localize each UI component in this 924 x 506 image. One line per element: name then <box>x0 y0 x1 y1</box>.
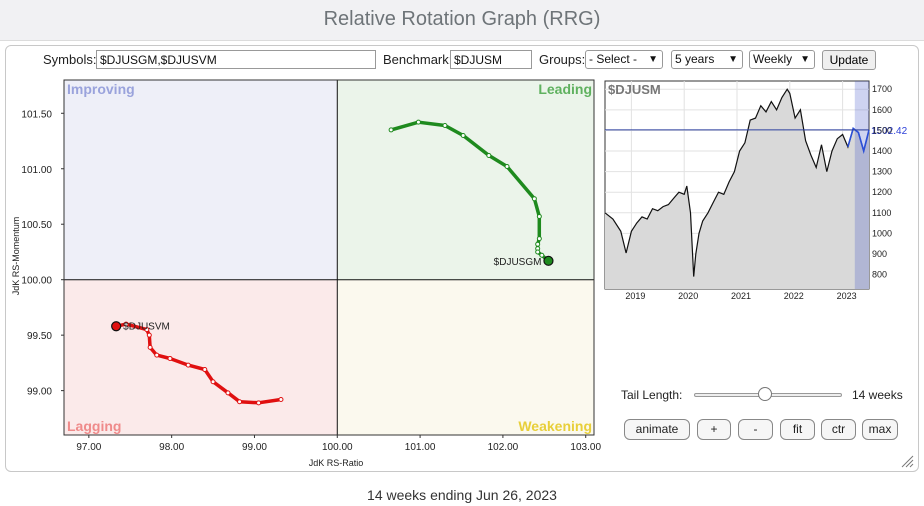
quadrant-label-weakening: Weakening <box>518 418 592 434</box>
quadrant-label-leading: Leading <box>538 81 592 97</box>
benchmark-label: Benchmark: <box>383 52 453 67</box>
series-tail-point <box>256 400 262 406</box>
y-tick-label: 101.50 <box>21 109 52 120</box>
quadrant-label-lagging: Lagging <box>67 418 121 434</box>
y-tick-label: 101.00 <box>21 165 52 176</box>
series-tail-point <box>146 332 152 338</box>
series-label: $DJUSVM <box>123 321 170 332</box>
chevron-down-icon: ▼ <box>800 54 810 65</box>
series-tail-point <box>154 352 160 358</box>
period-select[interactable]: 5 years ▼ <box>671 50 743 69</box>
quadrant-lagging <box>64 279 338 435</box>
tail-length-label: Tail Length: <box>621 388 683 402</box>
quadrant-improving <box>64 80 338 280</box>
series-tail-point <box>202 367 208 373</box>
tail-length-slider-thumb[interactable] <box>758 387 773 401</box>
benchmark-input[interactable] <box>450 50 532 69</box>
series-tail-point <box>535 241 541 247</box>
series-tail-point <box>531 196 537 202</box>
series-head-point[interactable] <box>543 255 554 266</box>
series-tail-point <box>388 127 394 133</box>
tail-length-value: 14 weeks <box>852 388 903 402</box>
series-tail-point <box>167 355 173 361</box>
frequency-select[interactable]: Weekly ▼ <box>749 50 815 69</box>
symbols-label: Symbols: <box>43 52 97 67</box>
x-tick-label: 101.00 <box>405 442 436 453</box>
animate-button[interactable]: animate <box>624 419 690 440</box>
series-tail-point <box>123 321 129 327</box>
center-button[interactable]: ctr <box>821 419 856 440</box>
y-tick-label: 100.50 <box>21 220 52 231</box>
y-tick-label: 99.50 <box>27 331 52 342</box>
chevron-down-icon: ▼ <box>728 54 738 65</box>
series-head-point[interactable] <box>111 321 122 332</box>
x-tick-label: 100.00 <box>322 442 353 453</box>
zoom-in-button[interactable]: + <box>697 419 731 440</box>
plot-frame <box>63 79 595 436</box>
series-tail-point <box>536 213 542 219</box>
symbols-input[interactable] <box>96 50 376 69</box>
series-tail-point <box>486 152 492 158</box>
max-button[interactable]: max <box>862 419 898 440</box>
groups-select-value: - Select - <box>589 52 638 66</box>
x-tick-label: 103.00 <box>570 442 601 453</box>
period-select-value: 5 years <box>675 52 715 66</box>
footer-caption: 14 weeks ending Jun 26, 2023 <box>367 487 557 503</box>
y-tick-label: 99.00 <box>27 387 52 398</box>
update-button[interactable]: Update <box>822 50 876 70</box>
series-tail-point <box>278 397 284 402</box>
groups-select[interactable]: - Select - ▼ <box>585 50 663 69</box>
chevron-down-icon: ▼ <box>648 54 658 65</box>
series-tail-point <box>535 249 541 255</box>
series-tail-point <box>237 399 243 405</box>
fit-button[interactable]: fit <box>780 419 815 440</box>
series-tail-point <box>225 390 231 396</box>
series-tail-point <box>536 236 542 242</box>
x-tick-label: 98.00 <box>159 442 184 453</box>
quadrant-label-improving: Improving <box>67 81 135 97</box>
series-tail-point <box>210 379 216 385</box>
page-title: Relative Rotation Graph (RRG) <box>0 0 924 41</box>
resize-grip-icon[interactable] <box>899 453 915 469</box>
series-tail-point <box>147 344 153 350</box>
groups-label: Groups: <box>539 52 586 67</box>
y-tick-label: 100.00 <box>21 276 52 287</box>
x-axis-label: JdK RS-Ratio <box>309 458 364 468</box>
quadrant-leading <box>337 80 594 280</box>
x-tick-label: 99.00 <box>242 442 267 453</box>
zoom-out-button[interactable]: - <box>738 419 773 440</box>
series-tail-point <box>185 362 191 368</box>
series-tail-point <box>460 132 466 138</box>
y-axis-label: JdK RS-Momentum <box>11 217 21 296</box>
series-tail-point <box>504 164 510 170</box>
series-tail-point <box>144 327 150 333</box>
quadrant-weakening <box>337 279 594 435</box>
series-tail-point <box>539 252 545 258</box>
series-tail-point <box>415 119 421 125</box>
x-tick-label: 102.00 <box>488 442 519 453</box>
series-tail-point <box>442 122 448 128</box>
series-label: $DJUSGM <box>494 257 542 268</box>
frequency-select-value: Weekly <box>753 52 793 66</box>
x-tick-label: 97.00 <box>76 442 101 453</box>
